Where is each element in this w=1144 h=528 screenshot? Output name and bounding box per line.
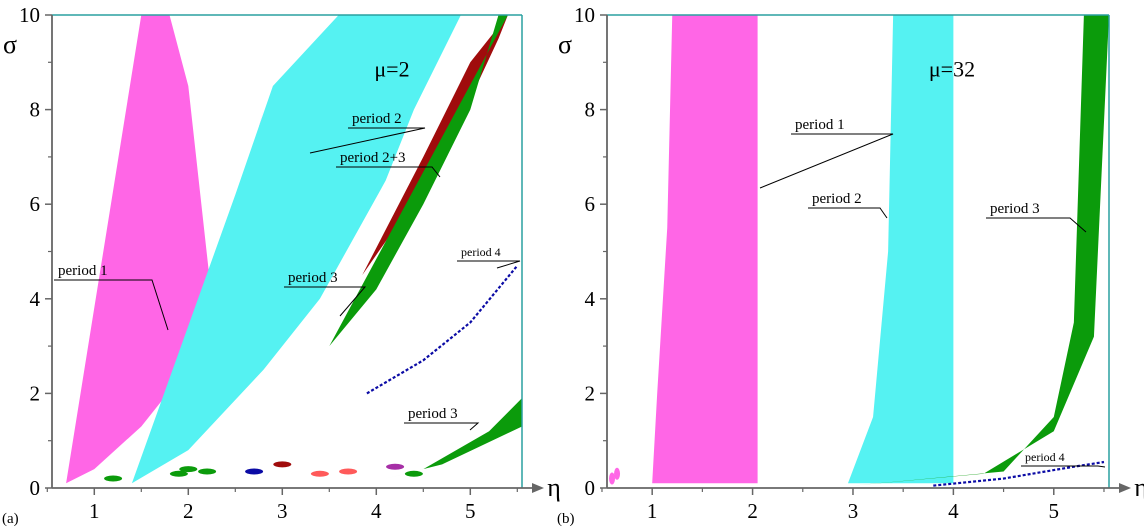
annotation-leader-0 [759, 133, 894, 189]
fragment-0 [609, 472, 616, 485]
fragment-6 [386, 463, 405, 470]
y-tick-label-8: 8 [30, 98, 41, 122]
region-period-3-3 [329, 15, 522, 347]
fragment-0 [169, 470, 188, 477]
fragment-8 [104, 475, 123, 482]
annotation-leader-1 [309, 127, 426, 154]
y-tick-label-0: 0 [585, 476, 596, 500]
y-axis-label: σ [558, 30, 572, 59]
annotation-period-4-3: period 4 [1025, 450, 1065, 464]
fragment-7 [404, 470, 423, 477]
y-tick-label-4: 4 [30, 287, 41, 311]
annotation-leader-2 [336, 166, 441, 178]
annotation-leader-3 [284, 286, 367, 317]
y-axis-label: σ [3, 30, 17, 59]
x-tick-label-2: 2 [747, 499, 758, 523]
region-period-3-5 [366, 398, 522, 484]
annotation-period-3-3: period 3 [288, 270, 338, 286]
fragment-2 [245, 468, 264, 475]
x-tick-label-4: 4 [371, 499, 382, 523]
x-axis-label: η [547, 473, 561, 502]
curve-period-4-3 [933, 460, 1105, 487]
x-axis-label: η [1134, 473, 1144, 502]
x-axis-arrow [1119, 483, 1131, 493]
annotation-leader-1 [808, 207, 888, 219]
panel-label: (a) [2, 511, 19, 527]
y-tick-label-2: 2 [30, 381, 41, 405]
panel-label: (b) [557, 511, 575, 527]
y-tick-label-10: 10 [19, 3, 40, 27]
annotation-period-2-1: period 2 [352, 111, 402, 127]
x-axis-arrow [532, 483, 544, 493]
region-period-2-3-2 [362, 15, 508, 276]
fragment-9 [179, 466, 198, 473]
x-tick-label-3: 3 [848, 499, 859, 523]
annotation-leader-2 [986, 217, 1087, 233]
fragment-3 [273, 461, 292, 468]
y-tick-label-6: 6 [30, 192, 41, 216]
panel-b: 1 2 3 4 5 0 2 4 6 8 10 η σ (b) μ=32 period 1 period 2 per… [557, 3, 1144, 527]
fragment-5 [339, 468, 358, 475]
x-tick-label-4: 4 [948, 499, 959, 523]
region-period-2-1 [847, 15, 954, 484]
parameter-label: μ=32 [929, 56, 975, 81]
annotation-period-1-0: period 1 [58, 263, 108, 279]
x-tick-label-1: 1 [647, 499, 658, 523]
parameter-label: μ=2 [374, 56, 409, 81]
curve-period-4-4 [366, 264, 519, 395]
y-tick-label-2: 2 [585, 381, 596, 405]
region-period-3-2 [852, 15, 1109, 486]
fragment-1 [198, 468, 217, 475]
annotation-period-3-5: period 3 [408, 406, 458, 422]
x-tick-label-1: 1 [89, 499, 100, 523]
annotation-period-2-3-2: period 2+3 [340, 150, 406, 166]
annotation-leader-4 [457, 260, 521, 269]
annotation-leader-5 [404, 422, 480, 431]
x-tick-label-5: 5 [1049, 499, 1060, 523]
y-tick-label-10: 10 [574, 3, 595, 27]
y-tick-label-8: 8 [585, 98, 596, 122]
annotation-period-4-4: period 4 [461, 245, 501, 259]
annotation-period-3-2: period 3 [990, 201, 1040, 217]
x-tick-label-3: 3 [277, 499, 288, 523]
region-period-2-1 [131, 15, 490, 484]
fragment-1 [614, 467, 621, 480]
x-tick-label-2: 2 [183, 499, 194, 523]
x-tick-label-5: 5 [465, 499, 476, 523]
annotation-period-2-1: period 2 [812, 191, 862, 207]
region-period-1-0 [66, 15, 264, 484]
annotation-leader-0 [54, 279, 169, 331]
region-period-1-0 [652, 15, 758, 484]
annotation-period-1-0: period 1 [795, 117, 845, 133]
y-tick-label-4: 4 [585, 287, 596, 311]
annotation-leader-3 [1021, 465, 1106, 468]
panel-a: 1 2 3 4 5 0 2 4 6 8 10 η σ (a) μ=2 period 1 period 2 peri… [2, 3, 561, 527]
fragment-4 [310, 470, 329, 477]
y-tick-label-6: 6 [585, 192, 596, 216]
y-tick-label-0: 0 [30, 476, 41, 500]
